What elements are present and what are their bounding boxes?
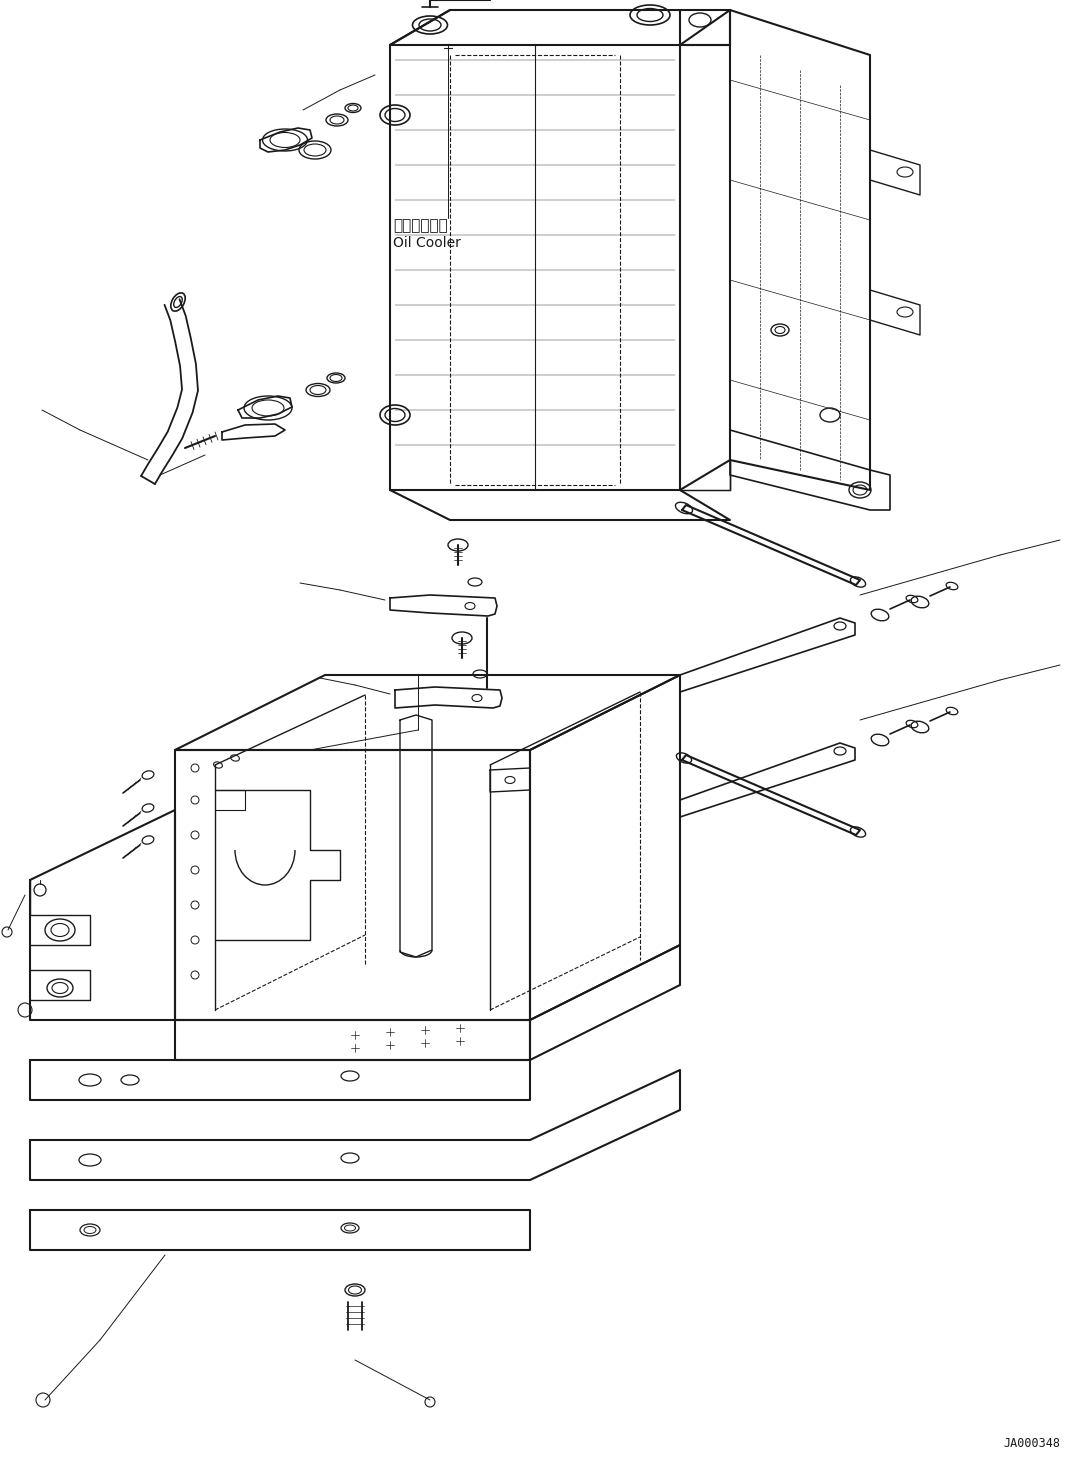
Text: JA000348: JA000348 bbox=[1002, 1438, 1060, 1449]
Text: Oil Cooler: Oil Cooler bbox=[393, 237, 461, 250]
Text: オイルクーラ: オイルクーラ bbox=[393, 218, 448, 232]
